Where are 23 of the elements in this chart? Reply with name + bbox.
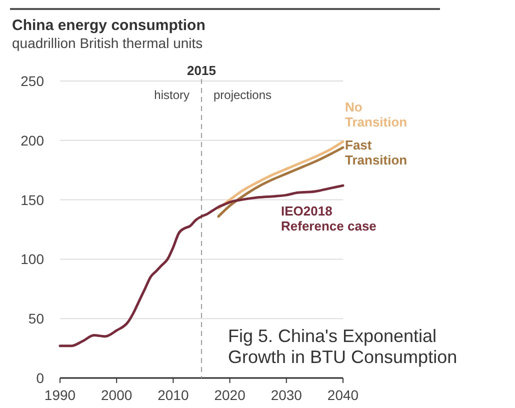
y-tick-label: 50 [28, 310, 44, 327]
x-tick-label: 2010 [158, 387, 189, 403]
x-tick-label: 2000 [101, 387, 132, 403]
annotation: Fig 5. China's Exponential Growth in BTU Consumption [228, 326, 458, 367]
ref-line-label: 2015 [187, 63, 216, 78]
series-label: Fast Transition [345, 138, 408, 168]
y-tick-label: 0 [36, 370, 44, 386]
y-tick-label: 150 [20, 192, 44, 208]
x-tick-label: 1990 [44, 387, 76, 403]
x-tick-label: 2020 [214, 387, 246, 403]
series-label: No Transition [345, 100, 408, 130]
chart-title: China energy consumption [12, 17, 206, 34]
y-tick-label: 250 [20, 73, 44, 89]
y-tick-label: 100 [20, 251, 44, 268]
line-series [217, 146, 344, 218]
annotation: projections [214, 88, 272, 102]
x-tick-label: 2040 [327, 387, 359, 403]
annotation: history [154, 88, 190, 102]
series-label: IEO2018 Reference case [281, 204, 376, 234]
y-tick-label: 200 [20, 132, 44, 148]
line-series [58, 184, 344, 348]
chart-subtitle: quadrillion British thermal units [12, 35, 203, 51]
x-tick-label: 2030 [270, 387, 302, 403]
